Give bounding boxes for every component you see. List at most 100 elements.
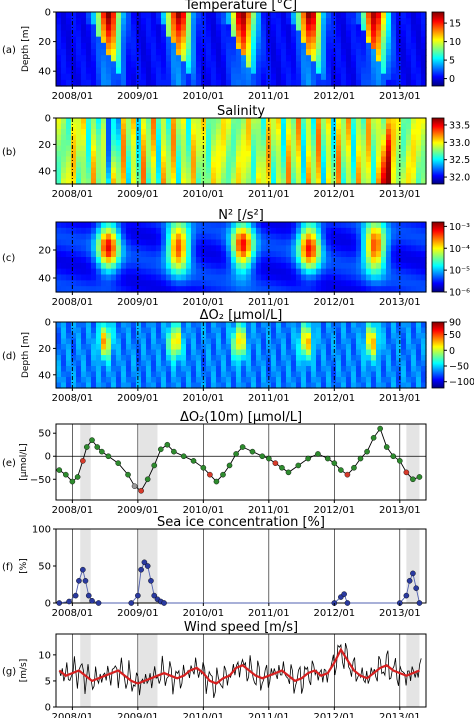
heatmap-cell bbox=[286, 322, 292, 329]
heatmap-cell bbox=[246, 333, 252, 340]
heatmap-cell bbox=[151, 162, 157, 169]
heatmap-cell bbox=[361, 61, 367, 69]
heatmap-cell bbox=[331, 280, 337, 287]
heatmap-cell bbox=[256, 233, 262, 241]
heatmap-cell bbox=[166, 18, 172, 25]
heatmap-cell bbox=[261, 129, 267, 136]
heatmap-cell bbox=[211, 134, 217, 141]
heatmap-cell bbox=[81, 67, 87, 75]
heatmap-cell bbox=[331, 162, 337, 169]
heatmap-cell bbox=[321, 286, 327, 293]
data-point bbox=[410, 570, 416, 577]
heatmap-cell bbox=[421, 262, 427, 270]
heatmap-cell bbox=[351, 333, 357, 340]
heatmap-cell bbox=[386, 333, 392, 340]
heatmap-cell bbox=[401, 245, 407, 252]
heatmap-cell bbox=[361, 333, 367, 340]
heatmap-cell bbox=[136, 151, 142, 158]
ice-period-band bbox=[80, 529, 91, 603]
heatmap-cell bbox=[336, 123, 342, 130]
heatmap-cell bbox=[81, 49, 87, 56]
heatmap-cell bbox=[171, 349, 177, 356]
heatmap-cell bbox=[146, 18, 152, 25]
heatmap-cell bbox=[366, 239, 372, 246]
heatmap-cell bbox=[371, 30, 377, 38]
heatmap-cell bbox=[116, 67, 122, 75]
heatmap-cell bbox=[101, 333, 107, 340]
data-point bbox=[279, 464, 285, 471]
heatmap-cell bbox=[176, 338, 182, 345]
heatmap-cell bbox=[421, 371, 427, 378]
heatmap-cell bbox=[206, 36, 212, 44]
heatmap-cell bbox=[301, 349, 307, 356]
heatmap-cell bbox=[141, 55, 147, 62]
heatmap-cell bbox=[351, 233, 357, 241]
heatmap-cell bbox=[121, 156, 127, 163]
heatmap-cell bbox=[206, 322, 212, 329]
heatmap-cell bbox=[421, 327, 427, 334]
heatmap-cell bbox=[311, 366, 317, 373]
heatmap-cell bbox=[401, 327, 407, 334]
heatmap-cell bbox=[151, 151, 157, 158]
heatmap-cell bbox=[341, 79, 347, 87]
heatmap-cell bbox=[376, 18, 382, 25]
heatmap-cell bbox=[376, 251, 382, 258]
heatmap-cell bbox=[116, 286, 122, 293]
heatmap-cell bbox=[181, 79, 187, 87]
heatmap-cell bbox=[311, 140, 317, 147]
heatmap-cell bbox=[131, 173, 137, 180]
heatmap-cell bbox=[146, 140, 152, 147]
heatmap-cell bbox=[101, 118, 107, 125]
heatmap-cell bbox=[411, 333, 417, 340]
heatmap-cell bbox=[201, 360, 207, 367]
heatmap-cell bbox=[71, 280, 77, 287]
panel-label: (e) bbox=[2, 458, 16, 469]
heatmap-cell bbox=[386, 286, 392, 293]
heatmap-cell bbox=[376, 123, 382, 130]
data-point bbox=[207, 471, 213, 478]
x-tick-label: 2013/01 bbox=[379, 91, 421, 102]
heatmap-cell bbox=[366, 145, 372, 152]
heatmap-cell bbox=[316, 42, 322, 50]
heatmap-cell bbox=[321, 55, 327, 62]
data-point bbox=[272, 460, 279, 466]
heatmap-cell bbox=[281, 36, 287, 44]
heatmap-cell bbox=[261, 178, 267, 185]
heatmap-cell bbox=[386, 360, 392, 367]
heatmap-cell bbox=[406, 377, 412, 384]
heatmap-cell bbox=[131, 55, 137, 62]
heatmap-cell bbox=[226, 251, 232, 258]
heatmap-cell bbox=[321, 274, 327, 281]
heatmap-cell bbox=[381, 123, 387, 130]
heatmap-cell bbox=[131, 151, 137, 158]
heatmap-cell bbox=[171, 12, 177, 19]
heatmap-cell bbox=[321, 245, 327, 252]
heatmap-cell bbox=[286, 355, 292, 362]
heatmap-cell bbox=[126, 227, 132, 235]
heatmap-cell bbox=[211, 24, 217, 32]
heatmap-cell bbox=[196, 222, 202, 229]
x-tick-label: 2010/01 bbox=[183, 91, 225, 102]
heatmap-cell bbox=[356, 145, 362, 152]
heatmap-cell bbox=[206, 12, 212, 19]
heatmap-cell bbox=[401, 173, 407, 180]
heatmap-cell bbox=[381, 173, 387, 180]
heatmap-cell bbox=[136, 338, 142, 345]
heatmap-cell bbox=[211, 162, 217, 169]
heatmap-cell bbox=[81, 140, 87, 147]
heatmap-cell bbox=[371, 61, 377, 69]
heatmap-cell bbox=[116, 42, 122, 50]
heatmap-cell bbox=[226, 286, 232, 293]
heatmap-cell bbox=[261, 55, 267, 62]
heatmap-cell bbox=[356, 377, 362, 384]
heatmap-cell bbox=[186, 268, 192, 276]
heatmap-cell bbox=[366, 36, 372, 44]
heatmap-cell bbox=[171, 268, 177, 276]
heatmap-cell bbox=[221, 257, 227, 264]
heatmap-cell bbox=[376, 327, 382, 334]
heatmap-cell bbox=[216, 257, 222, 264]
heatmap-cell bbox=[341, 338, 347, 345]
heatmap-cell bbox=[136, 344, 142, 351]
heatmap-cell bbox=[211, 30, 217, 38]
heatmap-cell bbox=[106, 156, 112, 163]
